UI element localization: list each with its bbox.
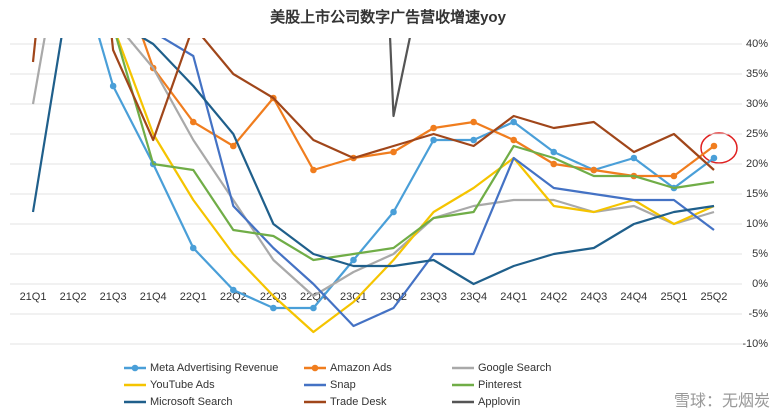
data-point bbox=[550, 160, 558, 168]
x-tick-label: 21Q3 bbox=[100, 291, 127, 303]
series-line bbox=[98, 38, 715, 310]
series-line bbox=[31, 38, 715, 171]
legend-label: Trade Desk bbox=[330, 396, 387, 408]
data-point bbox=[189, 118, 197, 126]
data-point bbox=[430, 136, 437, 144]
data-point bbox=[230, 142, 237, 150]
data-point bbox=[310, 166, 317, 174]
x-tick-label: 24Q3 bbox=[580, 291, 607, 303]
data-point bbox=[189, 244, 197, 252]
data-point bbox=[710, 142, 718, 150]
legend-label: Snap bbox=[330, 379, 356, 391]
legend-label: Meta Advertising Revenue bbox=[150, 362, 278, 374]
data-point bbox=[430, 124, 437, 132]
legend-label: Pinterest bbox=[478, 379, 521, 391]
y-tick-label: 35% bbox=[746, 68, 768, 80]
x-tick-label: 22Q1 bbox=[180, 291, 207, 303]
legend-label: YouTube Ads bbox=[150, 379, 215, 391]
data-point bbox=[470, 136, 477, 144]
legend-label: Google Search bbox=[478, 362, 551, 374]
y-tick-label: 30% bbox=[746, 98, 768, 110]
data-point bbox=[710, 154, 718, 162]
y-tick-label: 20% bbox=[746, 158, 768, 170]
highlight-circle bbox=[700, 132, 738, 164]
data-point bbox=[590, 166, 598, 174]
x-tick-label: 23Q3 bbox=[420, 291, 447, 303]
y-tick-label: 15% bbox=[746, 188, 768, 200]
data-point bbox=[630, 154, 638, 162]
y-tick-label: 40% bbox=[746, 38, 768, 50]
x-tick-label: 21Q4 bbox=[140, 291, 167, 303]
data-point bbox=[470, 118, 477, 126]
data-point bbox=[510, 136, 517, 144]
x-tick-label: 23Q4 bbox=[460, 291, 487, 303]
data-point bbox=[390, 148, 397, 156]
series-line bbox=[161, 38, 715, 328]
data-point bbox=[109, 82, 117, 90]
data-point bbox=[230, 286, 237, 294]
x-tick-label: 25Q1 bbox=[660, 291, 687, 303]
x-tick-label: 25Q2 bbox=[701, 291, 728, 303]
legend-marker bbox=[311, 364, 319, 372]
data-point bbox=[550, 148, 558, 156]
x-tick-label: 24Q4 bbox=[620, 291, 647, 303]
data-point bbox=[270, 304, 277, 312]
y-tick-label: -5% bbox=[748, 308, 768, 320]
y-tick-label: 5% bbox=[752, 248, 768, 260]
data-point bbox=[510, 118, 517, 126]
legend-marker bbox=[131, 364, 139, 372]
series-line bbox=[115, 38, 715, 262]
legend-label: Applovin bbox=[478, 396, 520, 408]
legend-label: Amazon Ads bbox=[330, 362, 392, 374]
plot-area bbox=[31, 38, 718, 334]
y-tick-label: 25% bbox=[746, 128, 768, 140]
data-point bbox=[670, 172, 678, 180]
series-line bbox=[31, 38, 715, 286]
series-line bbox=[388, 38, 411, 118]
data-point bbox=[310, 304, 317, 312]
watermark: 雪球：无烟炭 bbox=[674, 392, 770, 410]
x-tick-label: 24Q1 bbox=[500, 291, 527, 303]
y-tick-label: 10% bbox=[746, 218, 768, 230]
y-tick-label: -10% bbox=[742, 338, 768, 350]
x-tick-label: 21Q2 bbox=[60, 291, 87, 303]
data-point bbox=[350, 256, 357, 264]
x-tick-label: 24Q2 bbox=[540, 291, 567, 303]
legend-label: Microsoft Search bbox=[150, 396, 233, 408]
series-line bbox=[141, 38, 715, 178]
y-tick-label: 0% bbox=[752, 278, 768, 290]
chart-title: 美股上市公司数字广告营收增速yoy bbox=[270, 8, 507, 26]
x-tick-label: 21Q1 bbox=[20, 291, 47, 303]
data-point bbox=[390, 208, 397, 216]
series-line bbox=[116, 38, 715, 334]
